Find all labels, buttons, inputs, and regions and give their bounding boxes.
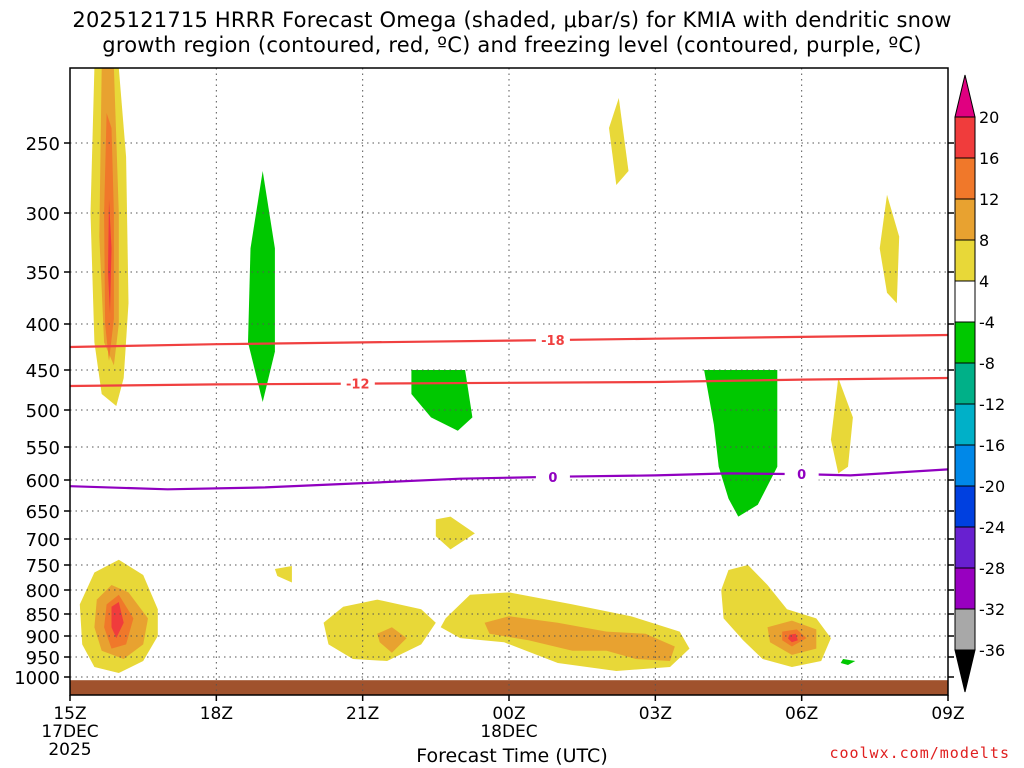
colorbar-label: 4 [979, 272, 989, 291]
colorbar-label: -16 [979, 436, 1005, 455]
contour-label-text: -18 [541, 334, 565, 349]
ascent-low-05z [788, 633, 798, 643]
colorbar-label: -32 [979, 600, 1005, 619]
dgz-minus12 [69, 376, 949, 388]
contour-label-bg [784, 466, 819, 483]
colorbar-label: -20 [979, 477, 1005, 496]
colorbar-box [954, 280, 976, 323]
y-axis: 2503003504004505005506006507007508008509… [14, 134, 954, 689]
colorbar-box [954, 608, 976, 651]
descent-04z [704, 370, 778, 517]
colorbar: 20 16 12 8 4 -4 -8 -12 -16 -20 -24 -28 -32 -36 [954, 74, 1005, 693]
ascent-1815z-760 [274, 566, 292, 583]
colorbar-box [954, 157, 976, 200]
ascent-low-1515z [111, 602, 124, 639]
colorbar-box [954, 116, 976, 159]
y-tick-label: 350 [26, 263, 60, 284]
contour-label-bg [340, 375, 375, 392]
colorbar-bottom-arrow [954, 649, 976, 693]
colorbar-label: -4 [979, 313, 995, 332]
colorbar-box [954, 567, 976, 610]
y-tick-label: 450 [26, 361, 60, 382]
ascent-low-01z [484, 616, 675, 661]
colorbar-box [954, 321, 976, 364]
contour-label-bg [535, 332, 570, 349]
colorbar-box [954, 485, 976, 528]
colorbar-label: -8 [979, 354, 995, 373]
colorbar-box [954, 444, 976, 487]
surface-ground-band [70, 680, 948, 695]
contour-label-freezing-level-0: 0 [784, 466, 819, 483]
y-tick-label: 1000 [14, 668, 60, 689]
ascent-low-2130z [323, 599, 436, 661]
x-tick-date: 17DEC [41, 722, 98, 742]
colorbar-box [954, 239, 976, 282]
colorbar-top-arrow [954, 74, 976, 118]
title-line-2: growth region (contoured, red, ºC) and f… [102, 33, 922, 57]
x-axis-label: Forecast Time (UTC) [416, 745, 608, 767]
contour-label-bg [535, 468, 570, 485]
colorbar-box [954, 198, 976, 241]
title-line-1: 2025121715 HRRR Forecast Omega (shaded, … [72, 8, 952, 32]
x-tick-label: 15Z [53, 704, 86, 724]
chart-title: 2025121715 HRRR Forecast Omega (shaded, … [0, 8, 1024, 58]
y-tick-label: 800 [26, 581, 60, 602]
colorbar-label: -28 [979, 559, 1005, 578]
colorbar-label: -36 [979, 641, 1005, 660]
y-tick-label: 400 [26, 315, 60, 336]
x-tick-label: 03Z [639, 704, 672, 724]
colorbar-label: -24 [979, 518, 1005, 537]
ascent-2315z-690 [435, 516, 475, 550]
y-tick-label: 300 [26, 204, 60, 225]
y-tick-label: 550 [26, 438, 60, 459]
colorbar-label: 8 [979, 231, 989, 250]
contour-lines: -18 -12 0 0 [69, 332, 949, 491]
dgz-minus18 [69, 333, 949, 349]
y-tick-label: 850 [26, 605, 60, 626]
contour-label-freezing-level-0: 0 [535, 468, 570, 486]
descent-19z [248, 171, 275, 402]
ascent-column-15z [108, 199, 112, 314]
colorbar-box [954, 403, 976, 446]
colorbar-label: 12 [979, 190, 999, 209]
ascent-23z-250 [609, 98, 629, 185]
credit-text: coolwx.com/modelts [829, 744, 1010, 762]
x-tick-year: 2025 [48, 740, 91, 760]
x-tick-label: 18Z [200, 704, 233, 724]
ascent-low-05z [721, 565, 831, 667]
y-tick-label: 750 [26, 556, 60, 577]
x-tick-label: 09Z [931, 704, 964, 724]
contour-label-text: 0 [548, 471, 557, 486]
contour-label-dgz-minus12: -12 [340, 375, 375, 393]
x-tick-label: 21Z [346, 704, 379, 724]
colorbar-label: 20 [979, 108, 999, 127]
colorbar-box [954, 526, 976, 569]
y-tick-label: 700 [26, 530, 60, 551]
contour-label-text: 0 [797, 468, 806, 483]
x-tick-date: 18DEC [480, 722, 537, 742]
y-tick-label: 650 [26, 502, 60, 523]
contour-label-text: -12 [346, 378, 370, 393]
ascent-low-2130z [377, 627, 407, 653]
y-tick-label: 600 [26, 471, 60, 492]
y-tick-label: 500 [26, 401, 60, 422]
x-tick-label: 06Z [785, 704, 818, 724]
y-tick-label: 950 [26, 648, 60, 669]
descent-07z-960 [840, 659, 856, 665]
y-tick-label: 250 [26, 134, 60, 155]
ascent-0715z-520 [830, 378, 853, 474]
ascent-08z-330 [879, 194, 900, 304]
x-tick-label: 00Z [492, 704, 525, 724]
y-tick-label: 900 [26, 627, 60, 648]
colorbar-label: 16 [979, 149, 999, 168]
descent-2230z [411, 370, 473, 431]
colorbar-box [954, 362, 976, 405]
contour-label-dgz-minus18: -18 [535, 332, 570, 349]
colorbar-label: -12 [979, 395, 1005, 414]
